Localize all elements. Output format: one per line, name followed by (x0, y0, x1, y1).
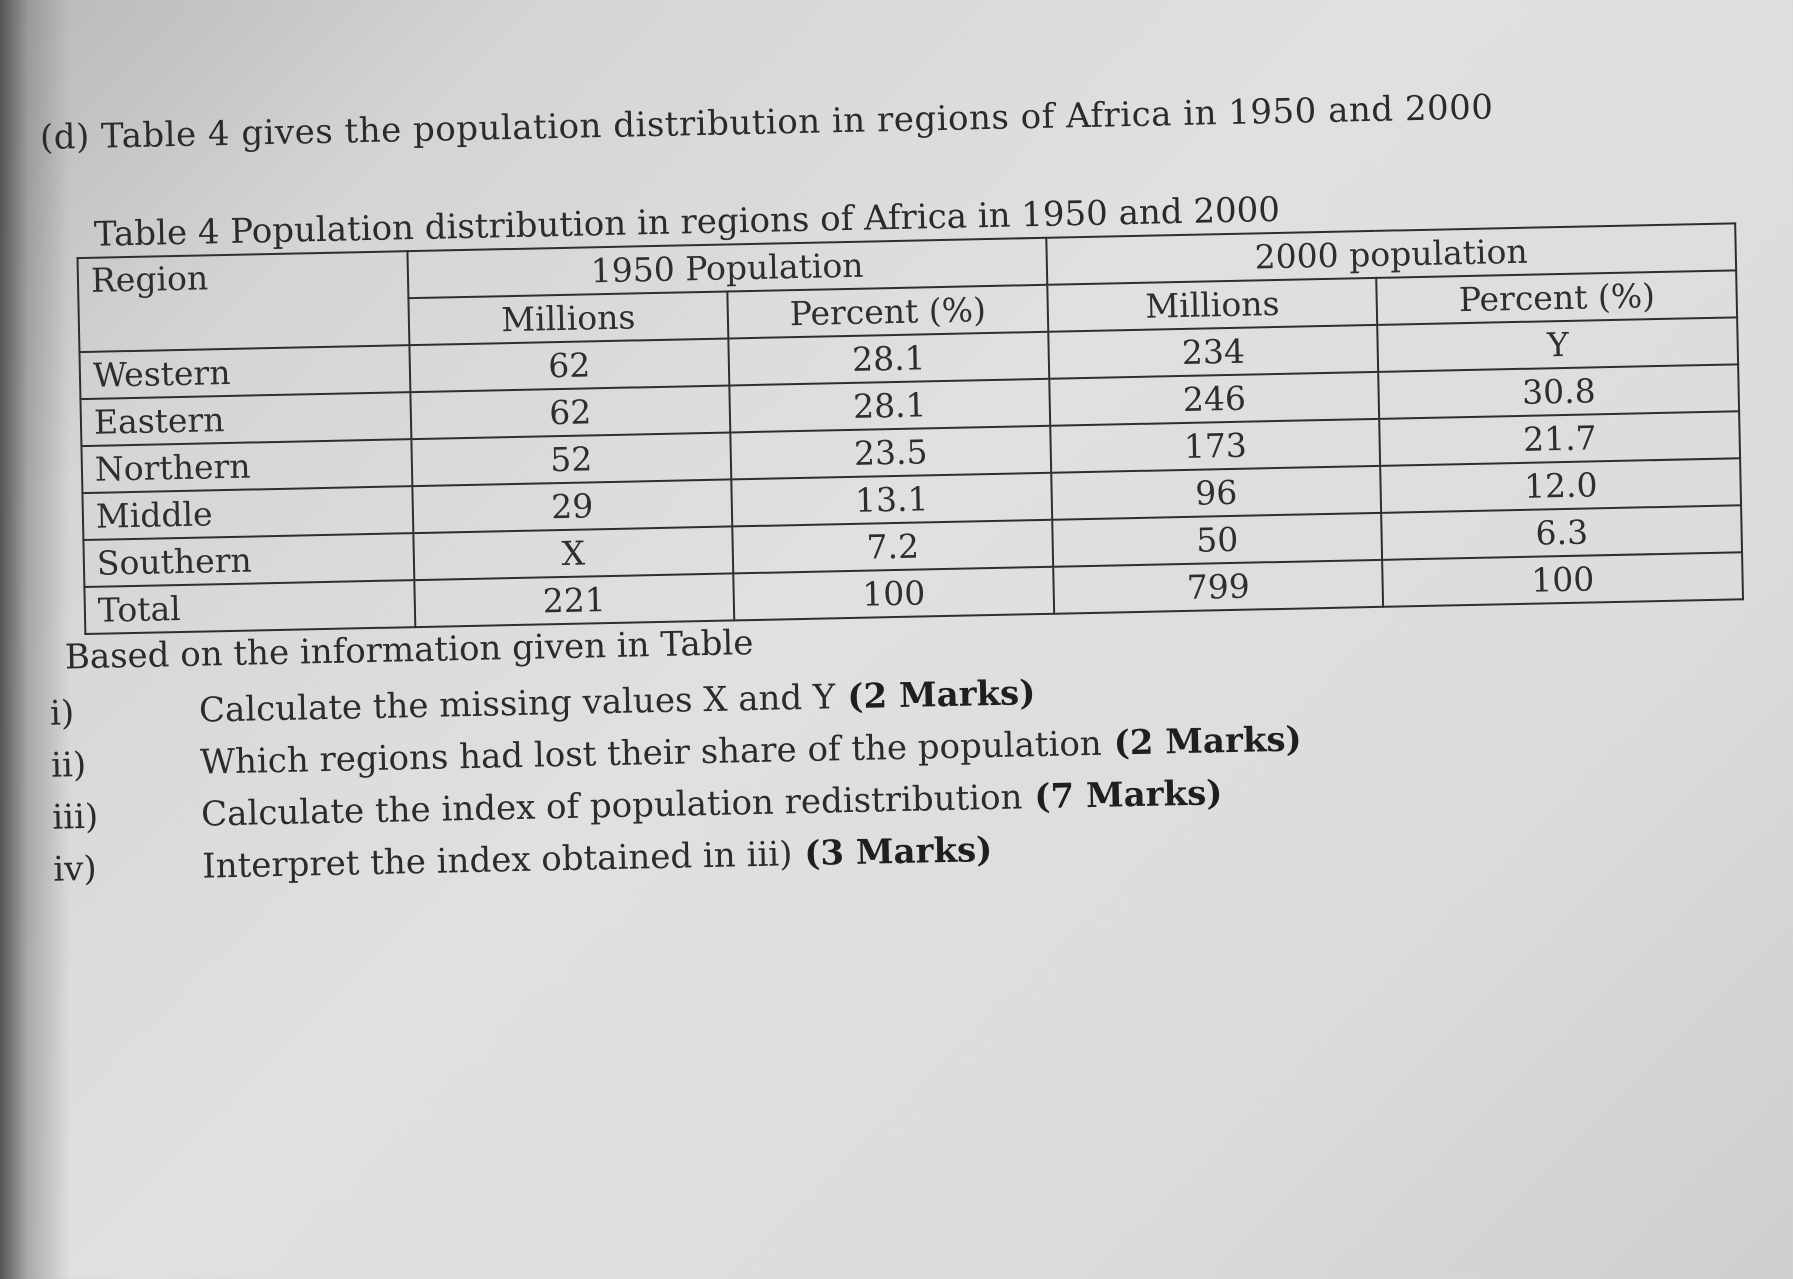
page-edge-shadow (0, 0, 70, 1279)
millions-1950-cell: 221 (413, 573, 735, 628)
percent-1950-cell: 100 (733, 566, 1055, 621)
region-name-cell: Eastern (80, 392, 412, 447)
header-percent-1950: Percent (%) (727, 284, 1049, 339)
percent-1950-cell: 13.1 (731, 472, 1053, 527)
task-marks: (3 Marks) (803, 830, 993, 875)
percent-2000-cell: 12.0 (1380, 458, 1742, 513)
task-list: i) Calculate the missing values X and Y (2… (44, 665, 1448, 902)
region-name-cell: Southern (83, 533, 414, 588)
percent-2000-cell: 21.7 (1379, 411, 1741, 466)
percent-2000-cell: Y (1377, 317, 1739, 372)
millions-1950-cell: 29 (412, 479, 733, 534)
millions-1950-cell: 62 (410, 385, 731, 440)
millions-1950-cell: X (412, 526, 734, 581)
header-region: Region (77, 251, 410, 353)
percent-1950-cell: 23.5 (730, 425, 1052, 480)
millions-2000-cell: 799 (1053, 559, 1384, 614)
table-body: Western 62 28.1 234 Y Eastern 62 28.1 246 30.8 Nor… (79, 317, 1744, 635)
task-marks: (7 Marks) (1033, 773, 1223, 818)
task-marks: (2 Marks) (1113, 719, 1303, 764)
region-name-cell: Western (79, 345, 411, 400)
millions-2000-cell: 96 (1051, 465, 1382, 520)
percent-1950-cell: 7.2 (732, 519, 1054, 574)
population-table: Region 1950 Population 2000 population M… (76, 222, 1744, 635)
task-number: ii) (50, 745, 87, 786)
millions-2000-cell: 234 (1048, 324, 1379, 379)
region-name-cell: Total (84, 580, 415, 635)
millions-1950-cell: 52 (411, 432, 732, 487)
task-number: iv) (52, 848, 98, 890)
millions-2000-cell: 173 (1050, 418, 1381, 473)
task-number: iii) (51, 796, 99, 838)
question-heading: (d) Table 4 gives the population distrib… (39, 87, 1494, 158)
percent-2000-cell: 6.3 (1381, 505, 1743, 560)
percent-1950-cell: 28.1 (728, 331, 1050, 386)
header-percent-2000: Percent (%) (1376, 270, 1738, 325)
task-number: i) (49, 693, 75, 734)
region-name-cell: Northern (81, 439, 413, 494)
percent-2000-cell: 30.8 (1378, 364, 1740, 419)
millions-2000-cell: 246 (1049, 371, 1380, 426)
region-name-cell: Middle (82, 486, 413, 541)
header-millions-2000: Millions (1047, 277, 1378, 332)
header-millions-1950: Millions (408, 291, 729, 346)
millions-2000-cell: 50 (1052, 512, 1383, 567)
percent-1950-cell: 28.1 (729, 378, 1051, 433)
task-marks: (2 Marks) (846, 673, 1036, 718)
task-text: Calculate the missing values X and Y (198, 677, 836, 731)
millions-1950-cell: 62 (409, 338, 730, 393)
percent-2000-cell: 100 (1382, 552, 1744, 607)
